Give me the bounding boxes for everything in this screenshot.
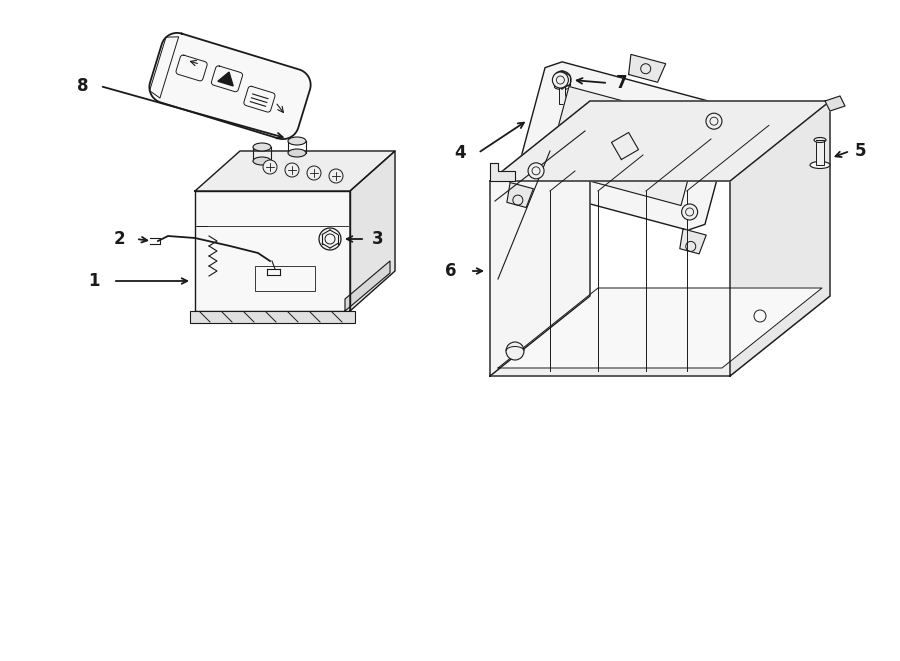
Polygon shape <box>507 182 534 208</box>
Circle shape <box>528 163 544 179</box>
Bar <box>559 86 565 104</box>
Polygon shape <box>546 87 703 206</box>
Polygon shape <box>490 101 830 181</box>
Circle shape <box>681 204 698 220</box>
Bar <box>255 266 315 291</box>
Polygon shape <box>490 296 830 376</box>
Circle shape <box>553 72 569 88</box>
Ellipse shape <box>288 137 306 145</box>
Polygon shape <box>680 229 706 254</box>
Polygon shape <box>149 33 310 139</box>
Circle shape <box>553 71 571 89</box>
Circle shape <box>263 160 277 174</box>
Text: 8: 8 <box>76 77 88 95</box>
Text: 6: 6 <box>445 262 456 280</box>
Bar <box>190 311 355 323</box>
Ellipse shape <box>288 149 306 157</box>
Polygon shape <box>345 261 390 311</box>
Polygon shape <box>490 101 590 376</box>
Text: 4: 4 <box>454 144 466 162</box>
Ellipse shape <box>554 85 570 89</box>
Circle shape <box>285 163 299 177</box>
Circle shape <box>329 169 343 183</box>
Polygon shape <box>195 151 395 191</box>
Text: 1: 1 <box>88 272 100 290</box>
Ellipse shape <box>253 157 271 165</box>
Text: 5: 5 <box>855 142 867 160</box>
Polygon shape <box>195 191 350 311</box>
Text: 7: 7 <box>616 74 627 92</box>
Text: 2: 2 <box>113 230 125 248</box>
Circle shape <box>307 166 321 180</box>
Circle shape <box>319 228 341 250</box>
Circle shape <box>706 113 722 129</box>
Polygon shape <box>825 96 845 111</box>
Ellipse shape <box>814 137 826 143</box>
Circle shape <box>506 342 524 360</box>
Text: 3: 3 <box>372 230 383 248</box>
Polygon shape <box>517 62 733 230</box>
Polygon shape <box>730 101 830 376</box>
Polygon shape <box>218 72 233 86</box>
Polygon shape <box>350 151 395 311</box>
Polygon shape <box>490 163 515 181</box>
Polygon shape <box>498 288 822 368</box>
Ellipse shape <box>253 143 271 151</box>
Bar <box>816 140 824 165</box>
Ellipse shape <box>810 161 830 169</box>
Polygon shape <box>628 54 666 82</box>
